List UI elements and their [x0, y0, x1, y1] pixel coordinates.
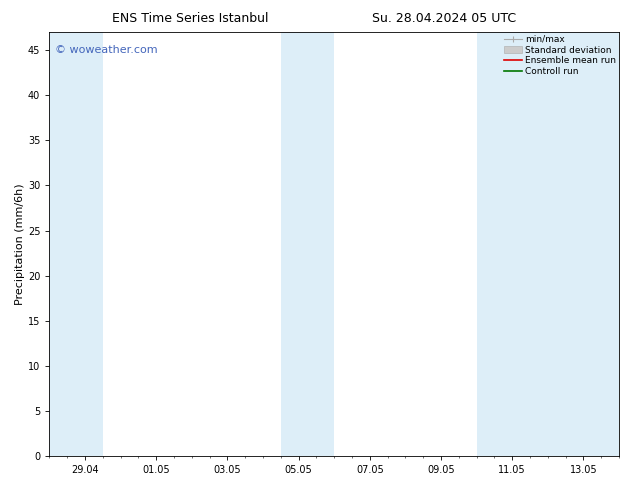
Y-axis label: Precipitation (mm/6h): Precipitation (mm/6h) — [15, 183, 25, 305]
Text: ENS Time Series Istanbul: ENS Time Series Istanbul — [112, 12, 268, 25]
Bar — [477, 32, 619, 456]
Text: © woweather.com: © woweather.com — [55, 45, 158, 55]
Text: Su. 28.04.2024 05 UTC: Su. 28.04.2024 05 UTC — [372, 12, 516, 25]
Legend: min/max, Standard deviation, Ensemble mean run, Controll run: min/max, Standard deviation, Ensemble me… — [502, 33, 618, 78]
Bar — [49, 32, 103, 456]
Bar — [281, 32, 334, 456]
